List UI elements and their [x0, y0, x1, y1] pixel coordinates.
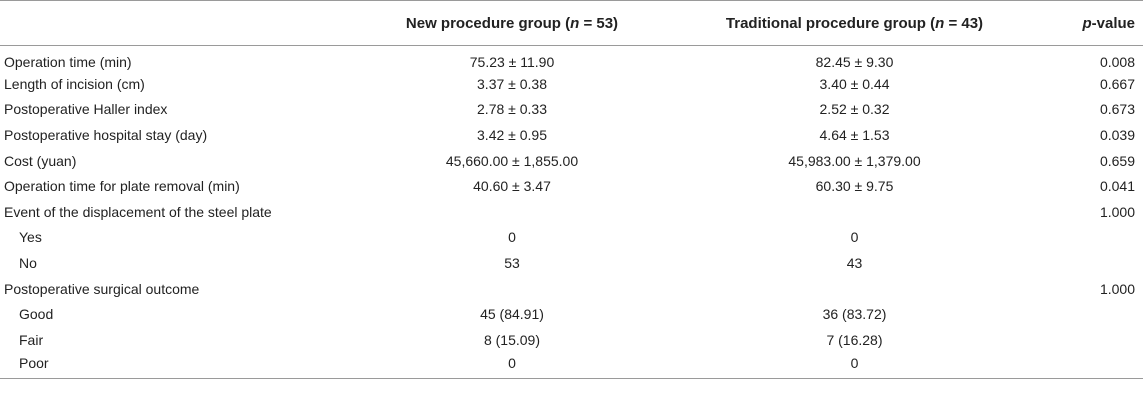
row-p-value: 1.000: [1099, 203, 1135, 220]
table-row: Poor 0 0: [0, 352, 1143, 379]
header-trad-suffix: = 43): [944, 14, 984, 32]
header-traditional-procedure-group: Traditional procedure group (n = 43): [689, 0, 1020, 46]
row-p-value: 0.673: [1099, 101, 1135, 118]
table-row: No 53 43: [0, 250, 1143, 276]
header-label-column: [0, 0, 335, 46]
table-row: Operation time for plate removal (min) 40…: [0, 173, 1143, 199]
row-label: Event of the displacement of the steel p…: [4, 203, 272, 220]
row-p-value: 0.039: [1099, 127, 1135, 144]
row-traditional-procedure-value: 7 (16.28): [826, 331, 883, 348]
header-p-italic: p: [1082, 14, 1092, 32]
row-traditional-procedure-value: 82.45 ± 9.30: [815, 53, 894, 70]
row-label: Good: [19, 306, 54, 323]
row-label: Postoperative hospital stay (day): [4, 127, 208, 144]
table-row: Yes 0 0: [0, 225, 1143, 251]
header-p-suffix: -value: [1091, 14, 1135, 32]
row-new-procedure-value: 8 (15.09): [483, 331, 541, 348]
table-row: Postoperative Haller index 2.78 ± 0.33 2.5…: [0, 97, 1143, 123]
table-row: Event of the displacement of the steel p…: [0, 199, 1143, 225]
row-traditional-procedure-value: 0: [689, 352, 1020, 379]
row-new-procedure-value: 53: [504, 255, 520, 272]
row-traditional-procedure-value: 4.64 ± 1.53: [819, 127, 890, 144]
row-label: Postoperative surgical outcome: [4, 280, 200, 297]
header-p-value: p-value: [1020, 0, 1143, 46]
row-p-value: [1020, 225, 1143, 251]
row-new-procedure-value: 2.78 ± 0.33: [477, 101, 547, 118]
row-new-procedure-value: 75.23 ± 11.90: [469, 53, 555, 70]
row-new-procedure-value: 3.42 ± 0.95: [477, 127, 547, 144]
row-label: Operation time for plate removal (min): [4, 178, 240, 195]
table-row: Cost (yuan) 45,660.00 ± 1,855.00 45,983.00…: [0, 148, 1143, 174]
row-p-value: 0.659: [1099, 152, 1135, 169]
row-p-value: [1020, 250, 1143, 276]
header-row: New procedure group (n = 53) Traditional…: [0, 0, 1143, 46]
row-new-procedure-value: 45,660.00 ± 1,855.00: [445, 152, 579, 169]
row-new-procedure-value: [335, 199, 689, 225]
table-row: Postoperative surgical outcome 1.000: [0, 276, 1143, 302]
row-new-procedure-value: 45 (84.91): [480, 306, 544, 323]
row-traditional-procedure-value: 43: [846, 255, 863, 272]
row-new-procedure-value: 40.60 ± 3.47: [473, 178, 551, 195]
table-body: Operation time (min) 75.23 ± 11.90 82.45 ±…: [0, 46, 1143, 379]
row-label: Operation time (min): [4, 53, 132, 70]
header-new-prefix: New procedure group (: [405, 14, 571, 32]
table-row: Good 45 (84.91) 36 (83.72): [0, 301, 1143, 327]
header-new-n: n: [570, 14, 580, 32]
row-traditional-procedure-value: [689, 276, 1020, 302]
row-p-value: [1020, 327, 1143, 353]
row-traditional-procedure-value: 2.52 ± 0.32: [819, 101, 890, 118]
row-p-value: [1020, 301, 1143, 327]
header-trad-prefix: Traditional procedure group (: [725, 14, 936, 32]
row-new-procedure-value: 3.37 ± 0.38: [477, 75, 547, 92]
table-row: Operation time (min) 75.23 ± 11.90 82.45 ±…: [0, 46, 1143, 72]
header-trad-n: n: [935, 14, 945, 32]
row-new-procedure-value: 0: [335, 352, 689, 379]
header-new-suffix: = 53): [579, 14, 619, 32]
table-header: New procedure group (n = 53) Traditional…: [0, 0, 1143, 46]
row-label: Cost (yuan): [4, 152, 77, 169]
row-p-value: 0.041: [1099, 178, 1135, 195]
table-row: Postoperative hospital stay (day) 3.42 ± …: [0, 122, 1143, 148]
row-traditional-procedure-value: 45,983.00 ± 1,379.00: [788, 152, 921, 169]
comparison-table: New procedure group (n = 53) Traditional…: [0, 0, 1143, 379]
row-label: No: [19, 255, 37, 272]
header-new-procedure-group: New procedure group (n = 53): [335, 0, 689, 46]
row-p-value: 0.667: [1099, 75, 1135, 92]
row-label: Postoperative Haller index: [4, 101, 168, 118]
row-traditional-procedure-value: 36 (83.72): [822, 306, 887, 323]
row-traditional-procedure-value: 3.40 ± 0.44: [819, 75, 890, 92]
row-p-value: 0.008: [1099, 53, 1135, 70]
row-traditional-procedure-value: 60.30 ± 9.75: [815, 178, 894, 195]
row-traditional-procedure-value: [689, 199, 1020, 225]
row-traditional-procedure-value: 0: [850, 229, 859, 246]
row-label: Poor: [0, 352, 335, 379]
table-row: Fair 8 (15.09) 7 (16.28): [0, 327, 1143, 353]
row-new-procedure-value: [335, 276, 689, 302]
row-p-value: [1020, 352, 1143, 379]
row-label: Yes: [19, 229, 42, 246]
row-p-value: 1.000: [1099, 280, 1135, 297]
row-label: Length of incision (cm): [4, 75, 145, 92]
row-label: Fair: [19, 331, 44, 348]
table-row: Length of incision (cm) 3.37 ± 0.38 3.40 ±…: [0, 71, 1143, 97]
row-new-procedure-value: 0: [508, 229, 516, 246]
